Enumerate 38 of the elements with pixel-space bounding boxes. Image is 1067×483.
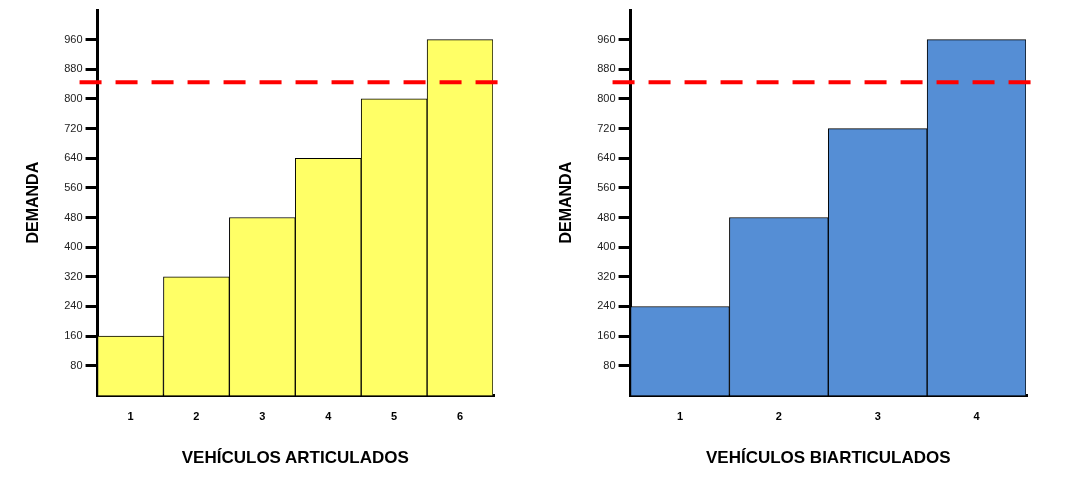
y-tick-label: 960 — [597, 32, 616, 45]
y-tick-label: 320 — [597, 269, 616, 282]
y-tick-label: 480 — [64, 210, 83, 223]
y-tick-label: 720 — [64, 121, 83, 134]
y-tick-label: 240 — [597, 299, 616, 312]
x-tick-label: 1 — [676, 410, 684, 423]
y-tick-label: 800 — [597, 91, 616, 104]
x-tick-label: 3 — [259, 410, 266, 423]
x-tick-label: 2 — [193, 410, 200, 423]
y-tick-label: 640 — [64, 151, 83, 164]
x-axis-title: VEHÍCULOS BIARTICULADOS — [705, 448, 951, 468]
y-tick-label: 240 — [64, 299, 83, 312]
y-tick-label: 320 — [64, 269, 83, 282]
y-tick-label: 560 — [64, 180, 83, 193]
y-tick-label: 480 — [597, 210, 616, 223]
x-tick-label: 3 — [874, 410, 881, 423]
x-tick-label: 5 — [391, 410, 398, 423]
y-tick-label: 640 — [597, 151, 616, 164]
y-tick-label: 880 — [64, 62, 83, 75]
y-tick-label: 80 — [70, 358, 83, 371]
y-axis-title: DEMANDA — [24, 161, 42, 244]
x-tick-label: 6 — [456, 410, 464, 423]
x-tick-label: 4 — [325, 410, 333, 423]
y-axis-title: DEMANDA — [557, 161, 575, 244]
y-tick-label: 80 — [603, 358, 616, 371]
y-tick-label: 160 — [64, 329, 83, 342]
x-axis-title: VEHÍCULOS ARTICULADOS — [181, 448, 409, 468]
x-tick-label: 1 — [127, 410, 134, 423]
y-tick-label: 720 — [597, 121, 616, 134]
y-tick-label: 560 — [597, 180, 616, 193]
y-tick-label: 400 — [64, 240, 83, 253]
x-tick-label: 4 — [973, 410, 981, 423]
y-tick-label: 800 — [64, 91, 83, 104]
x-tick-label: 2 — [775, 410, 782, 423]
y-tick-label: 400 — [597, 240, 616, 253]
y-tick-label: 160 — [597, 329, 616, 342]
y-tick-label: 880 — [597, 62, 616, 75]
y-tick-label: 960 — [64, 32, 83, 45]
